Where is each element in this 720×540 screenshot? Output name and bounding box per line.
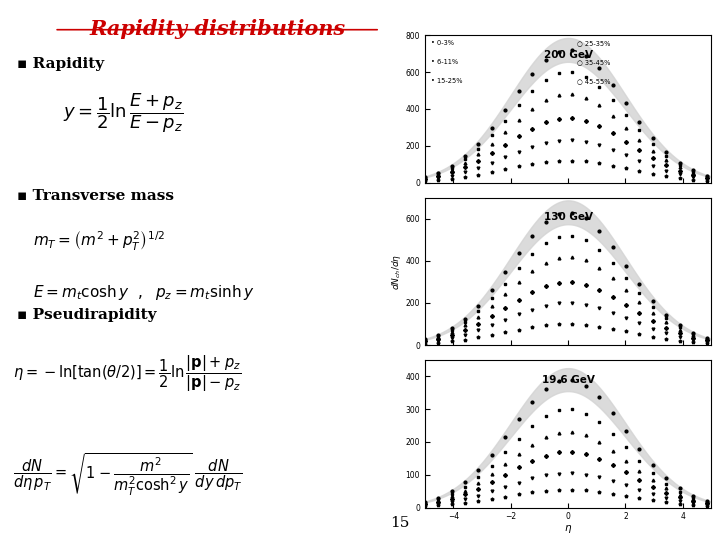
Text: ○ 35-45%: ○ 35-45% [577,59,610,65]
Text: $y = \dfrac{1}{2}\ln\dfrac{E + p_z}{E - p_z}$: $y = \dfrac{1}{2}\ln\dfrac{E + p_z}{E - … [63,92,183,136]
Text: ○ 25-35%: ○ 25-35% [577,39,610,45]
Text: ▪ Rapidity: ▪ Rapidity [17,57,104,71]
Text: ○ 45-55%: ○ 45-55% [577,78,610,84]
Text: • 0-3%: • 0-3% [431,39,454,45]
Text: ▪ Pseudirapidity: ▪ Pseudirapidity [17,308,156,322]
Text: • 15-25%: • 15-25% [431,78,462,84]
Text: $m_T = \left(m^2 + p_T^2\right)^{1/2}$: $m_T = \left(m^2 + p_T^2\right)^{1/2}$ [33,230,166,253]
Y-axis label: $dN_{ch}/d\eta$: $dN_{ch}/d\eta$ [390,253,402,289]
Text: 15: 15 [390,516,409,530]
Text: 130 GeV: 130 GeV [544,212,593,222]
Text: $E = m_t\cosh y\ \ ,\ \ p_z = m_t\sinh y$: $E = m_t\cosh y\ \ ,\ \ p_z = m_t\sinh y… [33,284,255,302]
X-axis label: $\eta$: $\eta$ [564,523,572,535]
Text: $\eta = -\ln\!\left[\tan(\theta/2)\right] = \dfrac{1}{2}\ln\dfrac{|\mathbf{p}|+p: $\eta = -\ln\!\left[\tan(\theta/2)\right… [12,354,240,394]
Text: 200 GeV: 200 GeV [544,50,593,60]
Text: Rapidity distributions: Rapidity distributions [89,19,345,39]
Text: • 6-11%: • 6-11% [431,59,458,65]
Text: ▪ Transverse mass: ▪ Transverse mass [17,189,174,203]
Text: $\dfrac{dN}{d\eta\,p_T} = \sqrt{1 - \dfrac{m^2}{m_T^2\cosh^2 y}}\;\dfrac{dN}{dy\: $\dfrac{dN}{d\eta\,p_T} = \sqrt{1 - \dfr… [12,451,242,498]
Text: 19.6 GeV: 19.6 GeV [541,375,595,384]
